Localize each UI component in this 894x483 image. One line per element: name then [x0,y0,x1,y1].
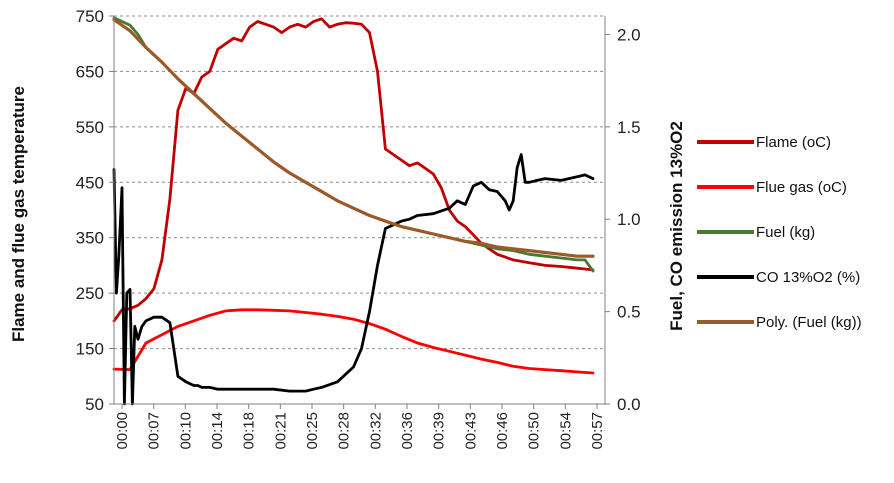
grid-layer [114,15,605,350]
x-tick-label: 00:36 [399,412,416,450]
x-tick-label: 00:28 [336,412,353,450]
legend-label: Poly. (Fuel (kg)) [756,314,862,331]
series-line [112,18,595,258]
x-tick-label: 00:25 [304,412,321,450]
legend-label: Flue gas (oC) [756,179,847,196]
y-tick-label: 650 [76,62,104,81]
legend-label: CO 13%O2 (%) [756,269,860,286]
series-line [112,153,595,406]
y2-tick-label: 0.5 [617,303,641,322]
y2-axis-title: Fuel, CO emission 13%O2 [667,121,686,331]
legend-layer: Flame (oC) Flue gas (oC) Fuel (kg) CO 13%O2… [697,134,862,331]
x-tick-label: 00:46 [494,412,511,450]
y-tick-label: 250 [76,284,104,303]
x-tick-label: 00:18 [241,412,258,450]
y2-tick-label: 1.0 [617,210,641,229]
x-tick-label: 00:39 [431,412,448,450]
y-tick-label: 750 [76,7,104,26]
y2-tick-label: 1.5 [617,118,641,137]
x-tick-label: 00:54 [557,412,574,450]
y-tick-label: 50 [85,395,104,414]
legend-label: Fuel (kg) [756,224,815,241]
series-line [112,16,595,273]
x-tick-label: 00:21 [272,412,289,450]
series-line [112,17,595,323]
x-tick-label: 00:00 [114,412,131,450]
series-layer [112,16,595,406]
x-tick-label: 00:14 [209,412,226,450]
x-tick-label: 00:10 [177,412,194,450]
series-line [112,308,595,375]
y2-tick-label: 2.0 [617,25,641,44]
x-tick-label: 00:07 [146,412,163,450]
y-tick-label: 550 [76,118,104,137]
x-tick-label: 00:50 [526,412,543,450]
y-axis-title: Flame and flue gas temperature [9,86,28,342]
x-tick-label: 00:57 [589,412,606,450]
x-tick-label: 00:32 [367,412,384,450]
y2-tick-label: 0.0 [617,395,641,414]
axis-layer: 750 650 550 450 350 250 150 50 2.0 1.5 1.0 0.5 0.0 00… [76,7,641,450]
legend-label: Flame (oC) [756,134,831,151]
y-tick-label: 350 [76,229,104,248]
y-tick-label: 450 [76,173,104,192]
x-tick-label: 00:43 [462,412,479,450]
y-tick-label: 150 [76,340,104,359]
